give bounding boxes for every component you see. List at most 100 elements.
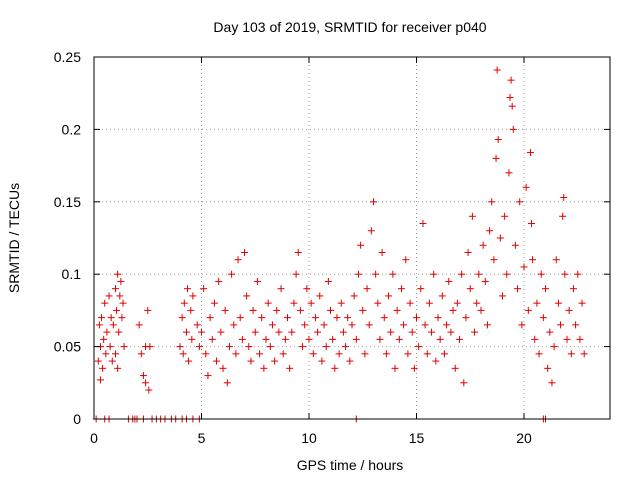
data-point	[385, 292, 393, 300]
data-point	[179, 350, 187, 358]
data-point	[460, 379, 468, 387]
data-point	[294, 248, 302, 256]
data-point	[301, 321, 309, 329]
data-point	[486, 227, 494, 235]
data-point	[318, 357, 326, 365]
data-point	[221, 306, 229, 314]
data-point	[466, 285, 474, 293]
data-point	[223, 379, 231, 387]
data-point	[514, 285, 522, 293]
data-point	[178, 314, 186, 322]
data-point	[528, 220, 536, 228]
data-point	[120, 343, 128, 351]
data-point	[309, 350, 317, 358]
chart-title: Day 103 of 2019, SRMTID for receiver p04…	[213, 19, 486, 35]
data-point	[206, 314, 214, 322]
data-point	[236, 314, 244, 322]
data-point	[425, 299, 433, 307]
data-point	[142, 379, 150, 387]
data-point	[176, 343, 184, 351]
data-point	[105, 292, 113, 300]
data-point	[251, 328, 259, 336]
data-point	[524, 306, 532, 314]
data-point	[281, 335, 289, 343]
data-point	[456, 335, 463, 343]
data-point	[329, 335, 337, 343]
data-point	[479, 241, 487, 249]
data-point	[215, 277, 223, 285]
data-point	[363, 285, 371, 293]
data-point	[578, 299, 586, 307]
data-point	[423, 350, 431, 358]
data-point	[337, 299, 345, 307]
y-tick-label: 0.15	[54, 194, 81, 210]
data-point	[443, 321, 451, 329]
data-point	[567, 350, 575, 358]
data-point	[290, 299, 298, 307]
data-point	[303, 285, 311, 293]
data-point	[292, 270, 300, 278]
data-point	[195, 343, 203, 351]
data-point	[200, 285, 208, 293]
data-point	[374, 299, 382, 307]
data-point	[561, 270, 569, 278]
data-point	[180, 299, 188, 307]
data-point	[264, 299, 272, 307]
data-point	[213, 357, 221, 365]
data-point	[507, 76, 515, 84]
data-point	[96, 376, 104, 384]
data-point	[557, 321, 565, 329]
data-point	[311, 314, 319, 322]
data-point	[208, 335, 216, 343]
data-point	[440, 350, 448, 358]
data-point	[188, 335, 196, 343]
y-tick-label: 0.05	[54, 339, 81, 355]
data-point	[531, 335, 539, 343]
data-point	[475, 270, 483, 278]
data-point	[490, 256, 498, 264]
data-point	[365, 321, 373, 329]
data-point	[119, 299, 127, 307]
data-point	[94, 357, 102, 365]
data-point	[511, 241, 519, 249]
data-point	[146, 343, 154, 351]
data-point	[288, 328, 296, 336]
data-point	[137, 350, 145, 358]
y-tick-label: 0	[73, 411, 81, 427]
data-point	[537, 270, 545, 278]
data-point	[189, 292, 197, 300]
data-point	[99, 364, 107, 372]
data-point	[563, 335, 571, 343]
tick-labels-layer: 0 0.05 0.1 0.15 0.2 0.25 0 5 10 15 20	[54, 49, 532, 446]
data-point	[324, 277, 332, 285]
data-point	[387, 328, 395, 336]
data-point	[262, 335, 270, 343]
data-point	[533, 299, 541, 307]
data-point	[471, 328, 479, 336]
data-point	[275, 328, 283, 336]
data-point	[109, 321, 117, 329]
data-point	[389, 270, 397, 278]
data-point	[516, 198, 524, 206]
data-point	[320, 321, 328, 329]
data-point	[299, 343, 307, 351]
data-point	[333, 314, 341, 322]
data-point	[335, 350, 343, 358]
data-point	[419, 220, 427, 228]
data-point	[253, 277, 261, 285]
data-point	[408, 328, 416, 336]
data-point	[464, 248, 472, 256]
x-tick-label: 20	[516, 430, 532, 446]
data-point	[204, 372, 212, 380]
data-point	[481, 277, 489, 285]
data-point	[492, 154, 500, 162]
data-point	[346, 357, 354, 365]
data-point	[144, 306, 152, 314]
data-point	[95, 321, 103, 329]
data-point	[331, 364, 339, 372]
data-point	[428, 328, 436, 336]
data-point	[107, 314, 115, 322]
data-point	[228, 270, 236, 278]
